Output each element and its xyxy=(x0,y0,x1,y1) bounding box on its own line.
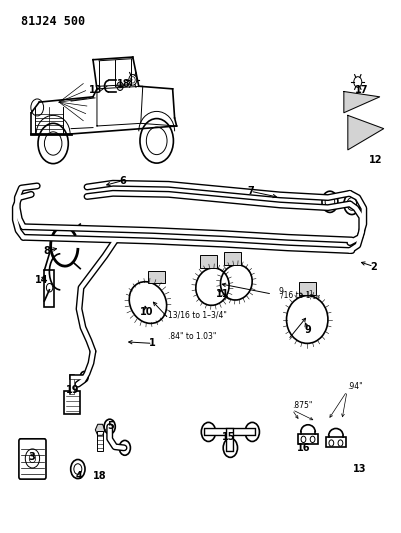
Text: 81J24 500: 81J24 500 xyxy=(21,14,85,28)
Text: 18: 18 xyxy=(117,78,131,88)
Text: 7: 7 xyxy=(247,186,254,196)
Text: .84" to 1.03": .84" to 1.03" xyxy=(168,332,216,341)
Text: 8: 8 xyxy=(44,246,51,256)
Circle shape xyxy=(223,438,237,457)
Text: /16: /16 xyxy=(310,294,320,300)
Text: 14: 14 xyxy=(34,274,48,285)
FancyBboxPatch shape xyxy=(299,282,316,295)
Text: 17: 17 xyxy=(355,85,369,95)
Circle shape xyxy=(201,422,216,441)
Text: 1: 1 xyxy=(149,338,156,349)
Circle shape xyxy=(245,422,259,441)
Circle shape xyxy=(301,436,306,442)
Text: /16 to 1–: /16 to 1– xyxy=(282,290,315,300)
Circle shape xyxy=(338,440,343,446)
Text: 12: 12 xyxy=(369,156,383,165)
Text: 18: 18 xyxy=(93,471,107,481)
Text: 9: 9 xyxy=(278,287,283,296)
Text: 3: 3 xyxy=(28,453,34,463)
Circle shape xyxy=(25,449,40,468)
Bar xyxy=(45,270,55,308)
FancyBboxPatch shape xyxy=(200,255,217,268)
Text: 11: 11 xyxy=(216,289,229,299)
Text: 10: 10 xyxy=(140,306,154,317)
Text: 4: 4 xyxy=(76,471,83,481)
Text: 9: 9 xyxy=(305,325,312,335)
Text: 19: 19 xyxy=(66,384,80,394)
Bar xyxy=(298,433,318,444)
Circle shape xyxy=(329,440,334,446)
Circle shape xyxy=(310,436,315,442)
Circle shape xyxy=(119,440,130,455)
FancyBboxPatch shape xyxy=(64,391,80,414)
Circle shape xyxy=(80,372,88,382)
Text: 6: 6 xyxy=(119,175,126,185)
Circle shape xyxy=(47,284,53,292)
Text: 13: 13 xyxy=(89,85,103,95)
Bar xyxy=(97,431,103,451)
Polygon shape xyxy=(348,115,384,150)
Text: 5: 5 xyxy=(107,421,114,431)
Bar xyxy=(326,437,346,447)
Text: .94": .94" xyxy=(347,382,363,391)
Circle shape xyxy=(117,82,123,91)
FancyBboxPatch shape xyxy=(19,439,46,479)
Text: 15: 15 xyxy=(222,432,235,442)
Circle shape xyxy=(104,419,115,434)
Polygon shape xyxy=(95,424,105,435)
Circle shape xyxy=(29,454,36,463)
FancyBboxPatch shape xyxy=(148,271,165,284)
Polygon shape xyxy=(344,92,380,113)
Text: 16: 16 xyxy=(297,443,311,453)
FancyBboxPatch shape xyxy=(224,252,241,265)
Text: 2: 2 xyxy=(371,262,377,271)
Text: 1: 1 xyxy=(308,289,312,296)
Text: 13/16 to 1–3/4": 13/16 to 1–3/4" xyxy=(168,311,227,319)
Text: 13: 13 xyxy=(353,464,367,474)
Text: .875": .875" xyxy=(292,401,312,410)
